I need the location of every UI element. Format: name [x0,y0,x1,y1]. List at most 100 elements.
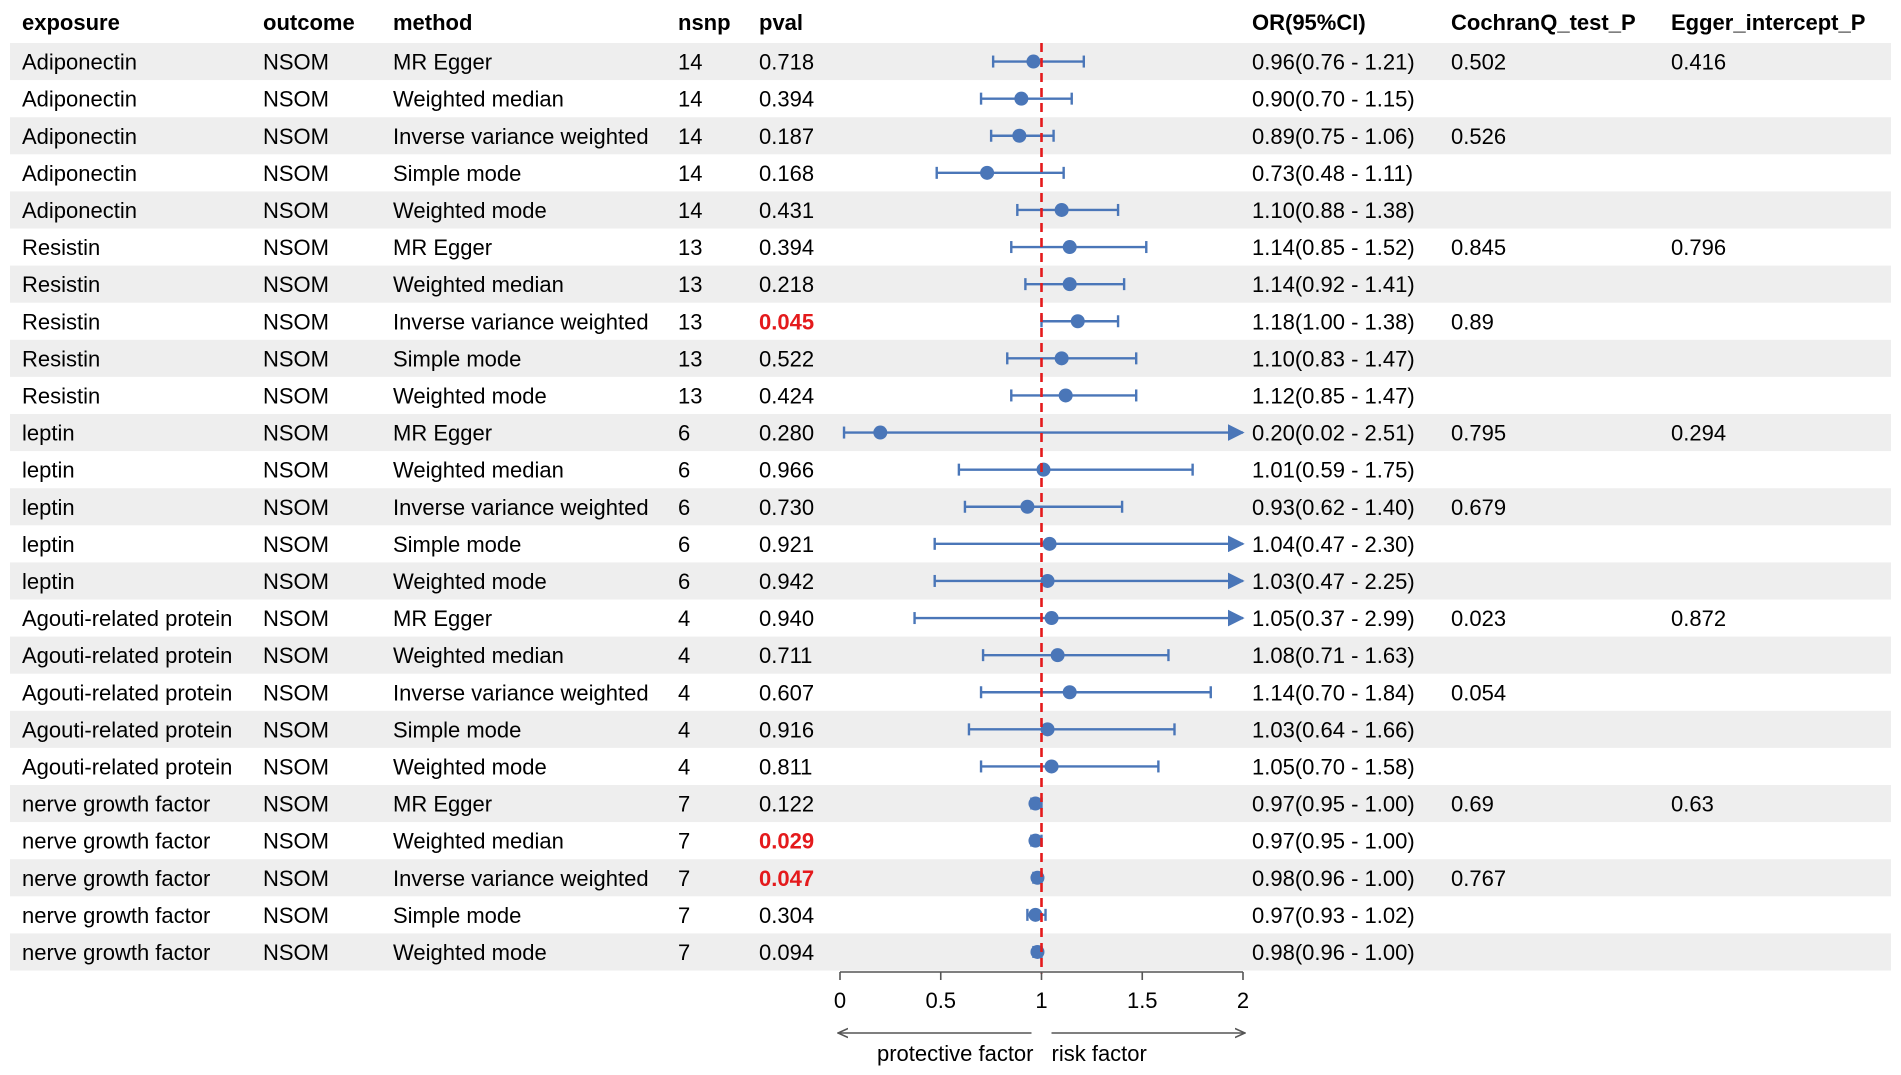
cell-outcome: NSOM [263,235,329,260]
cell-nsnp: 4 [678,680,690,705]
cell-nsnp: 6 [678,532,690,557]
or-point [1058,388,1073,403]
cell-nsnp: 4 [678,606,690,631]
cell-nsnp: 7 [678,866,690,891]
cell-nsnp: 7 [678,940,690,965]
cell-method: Weighted median [393,643,564,668]
cell-method: Weighted median [393,458,564,483]
or-point [1044,611,1059,626]
plot-area: 0 0.5 1 1.5 2 protective factor risk factor [834,43,1249,1066]
cell-or-ci: 1.05(0.70 - 1.58) [1252,754,1415,779]
header-cochranq: CochranQ_test_P [1451,10,1636,35]
x-axis-tick-label: 1.5 [1127,988,1158,1013]
or-point [873,425,888,440]
row-stripe [10,933,1891,971]
cell-or-ci: 1.04(0.47 - 2.30) [1252,532,1415,557]
cell-exposure: nerve growth factor [22,829,210,854]
cell-exposure: Adiponectin [22,161,137,186]
row-stripe [10,191,1891,229]
cell-method: Simple mode [393,532,521,557]
cell-exposure: leptin [22,495,75,520]
cell-outcome: NSOM [263,829,329,854]
cell-outcome: NSOM [263,161,329,186]
cell-or-ci: 0.89(0.75 - 1.06) [1252,124,1415,149]
or-point [1054,351,1069,366]
cell-nsnp: 4 [678,754,690,779]
cell-egger-intercept-p: 0.416 [1671,50,1726,75]
cell-nsnp: 13 [678,235,702,260]
cell-nsnp: 13 [678,309,702,334]
or-point [1040,573,1055,588]
cell-nsnp: 4 [678,643,690,668]
cell-pval: 0.916 [759,717,814,742]
cell-outcome: NSOM [263,643,329,668]
cell-pval: 0.122 [759,792,814,817]
cell-exposure: leptin [22,458,75,483]
cell-exposure: leptin [22,569,75,594]
cell-outcome: NSOM [263,606,329,631]
cell-outcome: NSOM [263,792,329,817]
cell-pval-significant: 0.045 [759,309,814,334]
cell-or-ci: 1.01(0.59 - 1.75) [1252,458,1415,483]
cell-method: Weighted mode [393,754,547,779]
cell-pval: 0.187 [759,124,814,149]
cell-egger-intercept-p: 0.872 [1671,606,1726,631]
cell-method: Weighted mode [393,569,547,594]
cell-method: Simple mode [393,346,521,371]
cell-method: Weighted median [393,87,564,112]
cell-or-ci: 0.97(0.95 - 1.00) [1252,792,1415,817]
cell-outcome: NSOM [263,50,329,75]
or-point [1028,796,1043,811]
cell-nsnp: 6 [678,421,690,446]
cell-nsnp: 14 [678,50,702,75]
cell-nsnp: 13 [678,272,702,297]
cell-exposure: Resistin [22,235,100,260]
cell-outcome: NSOM [263,754,329,779]
cell-outcome: NSOM [263,383,329,408]
cell-method: Simple mode [393,903,521,928]
cell-method: Inverse variance weighted [393,495,649,520]
cell-outcome: NSOM [263,272,329,297]
cell-cochranq-p: 0.845 [1451,235,1506,260]
cell-outcome: NSOM [263,866,329,891]
cell-cochranq-p: 0.054 [1451,680,1506,705]
cell-outcome: NSOM [263,309,329,334]
cell-or-ci: 0.98(0.96 - 1.00) [1252,866,1415,891]
cell-exposure: nerve growth factor [22,903,210,928]
cell-exposure: Resistin [22,309,100,334]
cell-outcome: NSOM [263,124,329,149]
cell-exposure: Adiponectin [22,87,137,112]
cell-outcome: NSOM [263,680,329,705]
cell-nsnp: 13 [678,383,702,408]
cell-exposure: nerve growth factor [22,940,210,965]
cell-or-ci: 0.96(0.76 - 1.21) [1252,50,1415,75]
or-point [1028,833,1043,848]
cell-outcome: NSOM [263,532,329,557]
cell-outcome: NSOM [263,940,329,965]
cell-or-ci: 0.20(0.02 - 2.51) [1252,421,1415,446]
cell-egger-intercept-p: 0.796 [1671,235,1726,260]
cell-pval: 0.811 [759,754,812,779]
row-stripes [10,43,1891,971]
or-point [1028,907,1043,922]
cell-exposure: Adiponectin [22,198,137,223]
or-point [1014,91,1029,106]
cell-pval: 0.280 [759,421,814,446]
or-point [1050,648,1065,663]
cell-or-ci: 1.08(0.71 - 1.63) [1252,643,1415,668]
risk-factor-label: risk factor [1052,1041,1147,1066]
cell-cochranq-p: 0.679 [1451,495,1506,520]
cell-exposure: Resistin [22,272,100,297]
cell-outcome: NSOM [263,717,329,742]
cell-method: Weighted median [393,272,564,297]
cell-pval: 0.394 [759,87,814,112]
cell-pval: 0.522 [759,346,814,371]
cell-exposure: Agouti-related protein [22,754,232,779]
x-axis-tick-label: 1 [1035,988,1047,1013]
header-exposure: exposure [22,10,120,35]
cell-cochranq-p: 0.767 [1451,866,1506,891]
cell-outcome: NSOM [263,421,329,446]
cell-pval: 0.607 [759,680,814,705]
cell-pval: 0.921 [759,532,814,557]
